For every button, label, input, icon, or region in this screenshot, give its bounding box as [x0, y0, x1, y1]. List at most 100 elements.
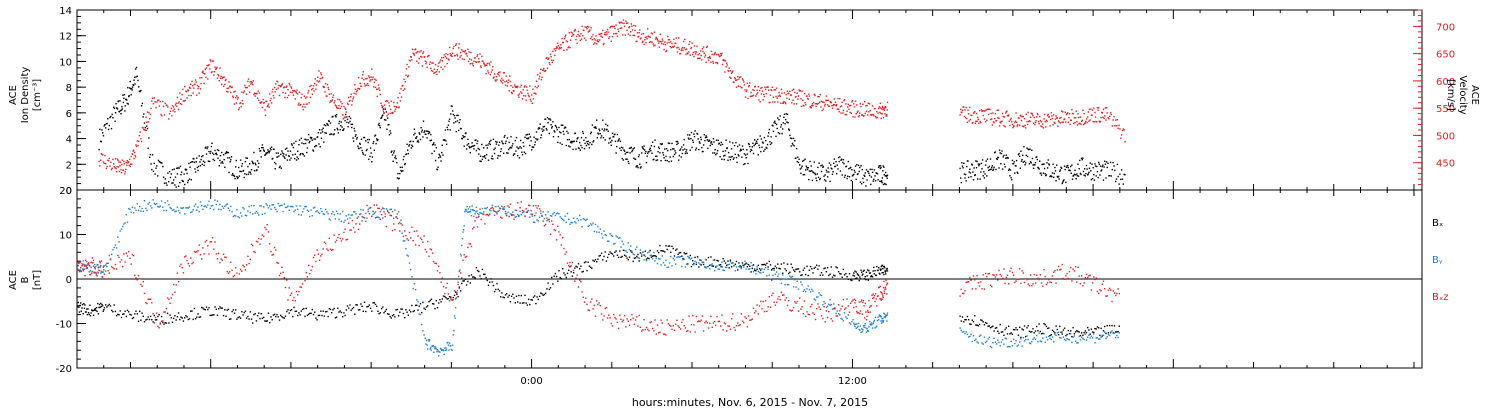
- velocity-point: [538, 78, 540, 80]
- bx-point: [870, 276, 872, 278]
- density-point: [694, 130, 696, 132]
- density-point: [171, 169, 174, 171]
- density-point: [540, 137, 542, 139]
- velocity-point: [428, 63, 431, 66]
- density-point: [1119, 173, 1121, 175]
- bx-point: [696, 255, 699, 258]
- bx-point: [384, 310, 386, 312]
- density-point: [362, 153, 364, 155]
- by-point: [998, 341, 1000, 344]
- density-point: [187, 181, 189, 184]
- by-point: [830, 303, 832, 306]
- velocity-point: [267, 103, 270, 105]
- bx-point: [433, 303, 435, 305]
- bx-point: [1096, 326, 1099, 328]
- density-point: [329, 133, 331, 136]
- density-point: [211, 142, 213, 144]
- by-point: [812, 290, 814, 292]
- density-point: [972, 179, 975, 181]
- velocity-point: [434, 71, 436, 74]
- bx-point: [484, 273, 486, 276]
- velocity-point: [444, 65, 446, 68]
- bx-point: [222, 314, 225, 317]
- velocity-point: [757, 86, 759, 88]
- by-point: [749, 268, 751, 270]
- bx-point: [162, 321, 164, 324]
- velocity-point: [202, 72, 205, 74]
- bx-point: [874, 270, 876, 272]
- velocity-point: [667, 35, 669, 38]
- density-point: [235, 159, 237, 162]
- density-point: [129, 87, 131, 89]
- bx-point: [292, 315, 294, 318]
- by-point: [1033, 337, 1035, 339]
- bx-point: [480, 278, 482, 280]
- by-point: [1012, 338, 1015, 340]
- density-point: [188, 162, 190, 165]
- by-point: [970, 333, 972, 336]
- density-point: [1002, 156, 1004, 158]
- velocity-point: [393, 105, 395, 108]
- velocity-point: [321, 77, 323, 79]
- velocity-point: [838, 110, 840, 113]
- density-point: [861, 169, 863, 171]
- velocity-point: [687, 51, 690, 53]
- velocity-point: [529, 85, 531, 87]
- density-point: [420, 127, 422, 129]
- by-point: [616, 236, 619, 238]
- bx-point: [575, 265, 577, 267]
- right-axis-tick-label-1: 500: [1436, 131, 1455, 142]
- density-point: [219, 155, 222, 157]
- bx-point: [147, 316, 149, 318]
- velocity-point: [1120, 134, 1123, 136]
- velocity-point: [987, 108, 989, 110]
- velocity-point: [634, 25, 637, 27]
- density-point: [542, 126, 544, 128]
- density-point: [202, 160, 205, 162]
- velocity-point: [555, 46, 558, 48]
- velocity-point: [610, 40, 612, 42]
- velocity-point: [474, 57, 476, 59]
- velocity-point: [365, 84, 368, 86]
- by-point: [236, 208, 238, 211]
- bx-point: [598, 255, 600, 257]
- velocity-point: [294, 90, 296, 92]
- velocity-point: [435, 71, 437, 73]
- velocity-point: [882, 116, 885, 119]
- velocity-point: [143, 128, 146, 131]
- density-point: [1019, 155, 1021, 157]
- bx-point: [1073, 333, 1076, 335]
- velocity-point: [463, 58, 465, 61]
- bx-point: [404, 317, 406, 319]
- density-point: [377, 124, 380, 126]
- bx-point: [572, 272, 575, 274]
- velocity-point: [708, 57, 710, 59]
- density-point: [606, 124, 609, 127]
- velocity-point: [990, 112, 992, 115]
- bx-point: [728, 267, 730, 269]
- density-point: [741, 156, 743, 158]
- velocity-point: [173, 106, 175, 108]
- bx-point: [853, 275, 856, 277]
- density-point: [713, 141, 715, 143]
- velocity-point: [394, 108, 397, 110]
- velocity-point: [234, 90, 236, 92]
- by-point: [326, 211, 328, 213]
- by-point: [1060, 337, 1062, 339]
- velocity-point: [669, 45, 671, 48]
- velocity-point: [1045, 126, 1047, 128]
- velocity-point: [858, 115, 860, 117]
- velocity-point: [220, 75, 222, 77]
- density-point: [869, 168, 871, 171]
- velocity-point: [329, 100, 332, 102]
- density-point: [617, 139, 620, 141]
- velocity-point: [983, 110, 985, 112]
- velocity-point: [500, 81, 502, 83]
- density-point: [324, 124, 327, 127]
- density-point: [109, 116, 111, 119]
- density-point: [122, 94, 124, 96]
- density-point: [410, 140, 412, 142]
- velocity-point: [511, 92, 513, 95]
- bx-point: [298, 312, 300, 314]
- velocity-point: [767, 86, 769, 88]
